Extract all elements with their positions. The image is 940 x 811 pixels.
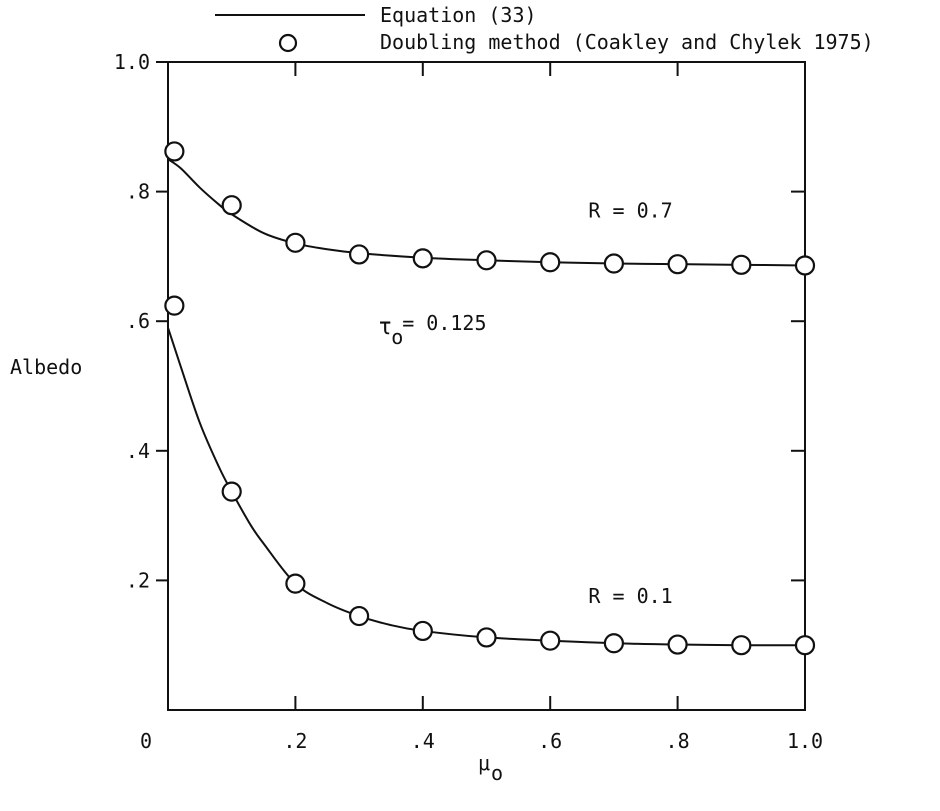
data-point-r07 <box>349 244 370 265</box>
annotation-tau-value: = 0.125 <box>402 311 486 335</box>
data-point-r07 <box>603 253 625 274</box>
y-tick-label: .8 <box>126 180 150 204</box>
y-tick-label: 1.0 <box>114 50 150 74</box>
x-tick-label: .6 <box>538 729 562 753</box>
data-point-r01 <box>476 627 497 648</box>
y-axis-label: Albedo <box>10 355 82 379</box>
x-axis-label: μ o <box>478 751 503 785</box>
data-point-r07 <box>164 141 185 162</box>
fit-curves <box>167 158 806 647</box>
data-point-r01 <box>540 630 561 651</box>
annotation-r01: R = 0.1 <box>588 584 672 608</box>
y-tick-label: .2 <box>126 568 150 592</box>
x-tick-label: 1.0 <box>787 729 823 753</box>
data-point-r07 <box>794 255 816 276</box>
legend-label-doubling: Doubling method (Coakley and Chylek 1975… <box>380 30 874 54</box>
x-axis-label-symbol: μ <box>478 751 490 775</box>
data-point-r07 <box>285 232 306 253</box>
annotation-tau-symbol: τ <box>378 314 392 340</box>
legend-label-equation: Equation (33) <box>380 3 537 27</box>
data-point-r01 <box>412 620 433 642</box>
data-point-r01 <box>731 635 752 656</box>
data-point-r01 <box>349 605 370 627</box>
legend: Equation (33) Doubling method (Coakley a… <box>215 3 874 54</box>
data-point-r07 <box>221 195 242 216</box>
legend-circle-swatch <box>278 33 298 53</box>
data-point-r07 <box>540 252 561 273</box>
data-point-r07 <box>412 248 433 269</box>
data-point-r01 <box>221 481 242 502</box>
annotation-r07: R = 0.7 <box>588 199 672 223</box>
x-tick-label: .2 <box>283 729 307 753</box>
x-tick-label: 0 <box>140 729 152 753</box>
annotation-tau-subscript: o <box>391 325 403 349</box>
x-tick-label: .8 <box>666 729 690 753</box>
y-tick-label: .6 <box>126 309 150 333</box>
data-point-r01 <box>667 634 688 655</box>
axis-tick-labels: 0 .2 .4 .6 .8 1.0 .2 .4 .6 .8 1.0 <box>114 50 823 753</box>
data-point-r01 <box>285 573 306 594</box>
data-point-r01 <box>603 633 625 654</box>
curve-series-r01 <box>167 327 806 647</box>
data-point-r07 <box>731 254 752 275</box>
axis-ticks <box>156 61 805 710</box>
curve-series-r07 <box>167 158 806 267</box>
data-point-r01 <box>164 295 185 316</box>
data-points <box>164 141 816 656</box>
data-point-r07 <box>667 254 688 275</box>
data-point-r01 <box>794 635 816 656</box>
x-tick-label: .4 <box>411 729 435 753</box>
data-point-r07 <box>476 250 497 271</box>
plot-frame <box>167 61 806 711</box>
annotation-tau: τ o = 0.125 <box>378 311 486 349</box>
x-axis-label-subscript: o <box>491 761 503 785</box>
y-tick-label: .4 <box>126 439 150 463</box>
